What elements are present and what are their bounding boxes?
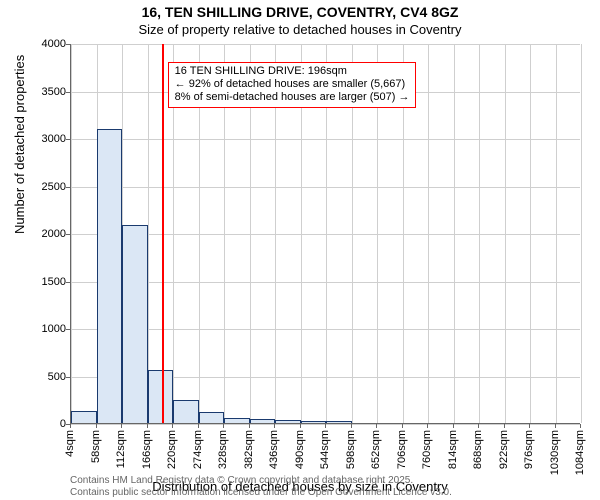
histogram-bar [326,421,352,423]
xtick-mark [147,424,148,428]
histogram-bar [250,419,276,423]
ytick-label: 3000 [26,133,66,145]
xtick-label: 490sqm [294,430,306,469]
annotation-line: 8% of semi-detached houses are larger (5… [175,91,410,104]
histogram-bar [199,412,225,423]
histogram-bar [301,421,327,423]
histogram-bar [122,225,148,423]
ytick-label: 500 [26,371,66,383]
xtick-label: 1084sqm [574,430,586,475]
xtick-mark [300,424,301,428]
gridline-v [428,44,429,423]
chart-subtitle: Size of property relative to detached ho… [0,22,600,37]
ytick-label: 4000 [26,38,66,50]
xtick-label: 760sqm [421,430,433,469]
gridline-v [479,44,480,423]
plot-area: 16 TEN SHILLING DRIVE: 196sqm← 92% of de… [70,44,580,424]
ytick-label: 2000 [26,228,66,240]
ytick-label: 1500 [26,276,66,288]
annotation-line: 16 TEN SHILLING DRIVE: 196sqm [175,65,410,78]
xtick-mark [249,424,250,428]
chart-title: 16, TEN SHILLING DRIVE, COVENTRY, CV4 8G… [0,4,600,20]
xtick-label: 1030sqm [549,430,561,475]
y-axis-label: Number of detached properties [12,55,27,234]
xtick-label: 868sqm [472,430,484,469]
xtick-mark [376,424,377,428]
ytick-label: 2500 [26,181,66,193]
xtick-mark [555,424,556,428]
ytick-label: 3500 [26,86,66,98]
xtick-mark [70,424,71,428]
gridline-v [530,44,531,423]
ytick-label: 0 [26,418,66,430]
footer-attribution: Contains HM Land Registry data © Crown c… [70,475,452,498]
xtick-mark [529,424,530,428]
xtick-label: 112sqm [115,430,127,468]
footer-line-1: Contains HM Land Registry data © Crown c… [70,475,452,487]
xtick-label: 166sqm [141,430,153,469]
histogram-bar [97,129,123,424]
xtick-mark [427,424,428,428]
xtick-label: 922sqm [498,430,510,469]
xtick-label: 328sqm [217,430,229,469]
xtick-label: 544sqm [319,430,331,469]
gridline-v [556,44,557,423]
xtick-label: 598sqm [345,430,357,469]
xtick-mark [198,424,199,428]
xtick-label: 274sqm [192,430,204,469]
xtick-mark [453,424,454,428]
xtick-mark [172,424,173,428]
xtick-label: 706sqm [396,430,408,469]
histogram-bar [71,411,97,423]
xtick-mark [96,424,97,428]
xtick-label: 58sqm [90,430,102,463]
xtick-mark [478,424,479,428]
xtick-mark [223,424,224,428]
footer-line-2: Contains public sector information licen… [70,487,452,499]
xtick-label: 976sqm [523,430,535,469]
gridline-v [581,44,582,423]
xtick-mark [402,424,403,428]
xtick-mark [121,424,122,428]
xtick-mark [351,424,352,428]
gridline-v [505,44,506,423]
histogram-bar [275,420,301,423]
chart-container: 16, TEN SHILLING DRIVE, COVENTRY, CV4 8G… [0,0,600,500]
xtick-mark [325,424,326,428]
xtick-mark [504,424,505,428]
xtick-label: 220sqm [166,430,178,469]
annotation-box: 16 TEN SHILLING DRIVE: 196sqm← 92% of de… [168,62,417,108]
xtick-label: 436sqm [268,430,280,469]
reference-line [162,44,164,423]
xtick-label: 4sqm [64,430,76,457]
xtick-label: 814sqm [447,430,459,469]
ytick-label: 1000 [26,323,66,335]
xtick-label: 652sqm [370,430,382,469]
xtick-mark [580,424,581,428]
histogram-bar [224,418,250,423]
xtick-label: 382sqm [243,430,255,469]
histogram-bar [173,400,199,423]
gridline-v [71,44,72,423]
histogram-bar [148,370,174,423]
gridline-v [148,44,149,423]
gridline-v [454,44,455,423]
xtick-mark [274,424,275,428]
annotation-line: ← 92% of detached houses are smaller (5,… [175,78,410,91]
